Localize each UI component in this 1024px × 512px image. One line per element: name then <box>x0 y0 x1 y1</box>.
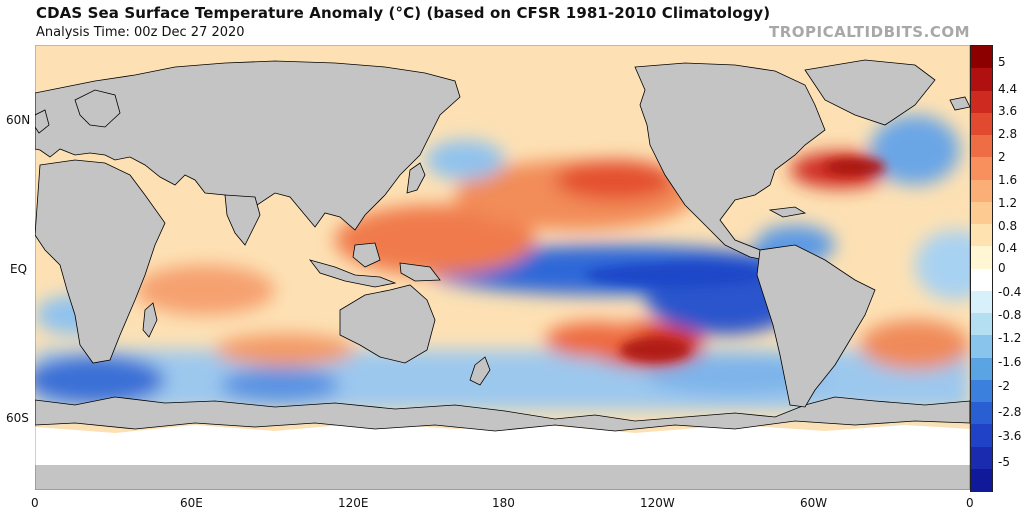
landmasses <box>35 59 970 408</box>
iceland <box>949 96 970 111</box>
indonesia <box>308 259 397 288</box>
new-zealand <box>469 356 491 386</box>
lon-label-60e: 60E <box>180 496 203 510</box>
south-america <box>756 244 876 408</box>
source-credit: TROPICALTIDBITS.COM <box>769 23 970 41</box>
sst-anomaly-map <box>35 45 970 490</box>
africa <box>35 159 166 364</box>
colorbar-tick-label: -0.4 <box>998 285 1022 299</box>
colorbar-segment <box>971 379 992 403</box>
colorbar-segment <box>971 424 992 447</box>
lat-label-eq: EQ <box>10 262 28 276</box>
colorbar-tick-label: 0.8 <box>998 219 1018 233</box>
colorbar <box>970 45 993 492</box>
analysis-time: Analysis Time: 00z Dec 27 2020 <box>36 25 245 40</box>
lat-label-60n: 60N <box>6 113 31 127</box>
colorbar-tick-label: -2.8 <box>998 405 1022 419</box>
colorbar-tick-label: 0.4 <box>998 241 1018 255</box>
colorbar-tick-label: 4.4 <box>998 82 1018 96</box>
colorbar-segment <box>971 357 992 381</box>
north-america <box>634 62 826 261</box>
colorbar-segment <box>971 335 992 358</box>
colorbar-tick-label: -1.2 <box>998 331 1022 345</box>
lon-label-180: 180 <box>492 496 515 510</box>
colorbar-tick-label: -1.6 <box>998 355 1022 369</box>
colorbar-tick-label: 1.6 <box>998 173 1018 187</box>
colorbar-tick-label: 2.8 <box>998 127 1018 141</box>
colorbar-segment <box>971 446 992 470</box>
lon-label-120e: 120E <box>338 496 369 510</box>
australia <box>339 284 436 364</box>
colorbar-segment <box>971 313 992 336</box>
borneo <box>352 242 381 268</box>
colorbar-tick-label: -2 <box>998 379 1010 393</box>
lon-label-0: 0 <box>31 496 39 510</box>
colorbar-segment <box>971 201 992 225</box>
colorbar-segment <box>971 157 992 180</box>
colorbar-segment <box>971 268 992 292</box>
colorbar-segment <box>971 402 992 425</box>
colorbar-tick-label: 2 <box>998 150 1006 164</box>
colorbar-tick-label: -0.8 <box>998 308 1022 322</box>
india <box>224 194 261 246</box>
scandinavia <box>74 89 121 128</box>
cuba <box>768 206 807 218</box>
colorbar-tick-label: 0 <box>998 261 1006 275</box>
colorbar-segment <box>971 179 992 203</box>
lat-label-60s: 60S <box>6 411 29 425</box>
colorbar-segment <box>971 246 992 269</box>
lon-label-60w: 60W <box>800 496 828 510</box>
anomaly-detail <box>585 159 885 362</box>
colorbar-segment <box>971 112 992 136</box>
colorbar-segment <box>971 224 992 247</box>
colorbar-tick-label: -3.6 <box>998 429 1022 443</box>
uk <box>35 109 50 134</box>
colorbar-segment <box>971 90 992 114</box>
lon-label-120w: 120W <box>640 496 675 510</box>
colorbar-segment <box>971 46 992 69</box>
new-guinea <box>399 262 441 282</box>
colorbar-segment <box>971 290 992 314</box>
colorbar-segment <box>971 68 992 91</box>
colorbar-tick-label: 5 <box>998 55 1006 69</box>
colorbar-tick-label: 1.2 <box>998 196 1018 210</box>
colorbar-segment <box>971 468 992 492</box>
eurasia <box>35 60 461 234</box>
map-title: CDAS Sea Surface Temperature Anomaly (°C… <box>36 4 771 22</box>
colorbar-tick-label: -5 <box>998 455 1010 469</box>
madagascar <box>142 302 158 338</box>
colorbar-tick-label: 3.6 <box>998 104 1018 118</box>
lon-label-0-right: 0 <box>966 496 974 510</box>
japan <box>406 162 426 194</box>
greenland <box>804 59 936 126</box>
antarctica <box>35 396 970 432</box>
colorbar-segment <box>971 135 992 158</box>
